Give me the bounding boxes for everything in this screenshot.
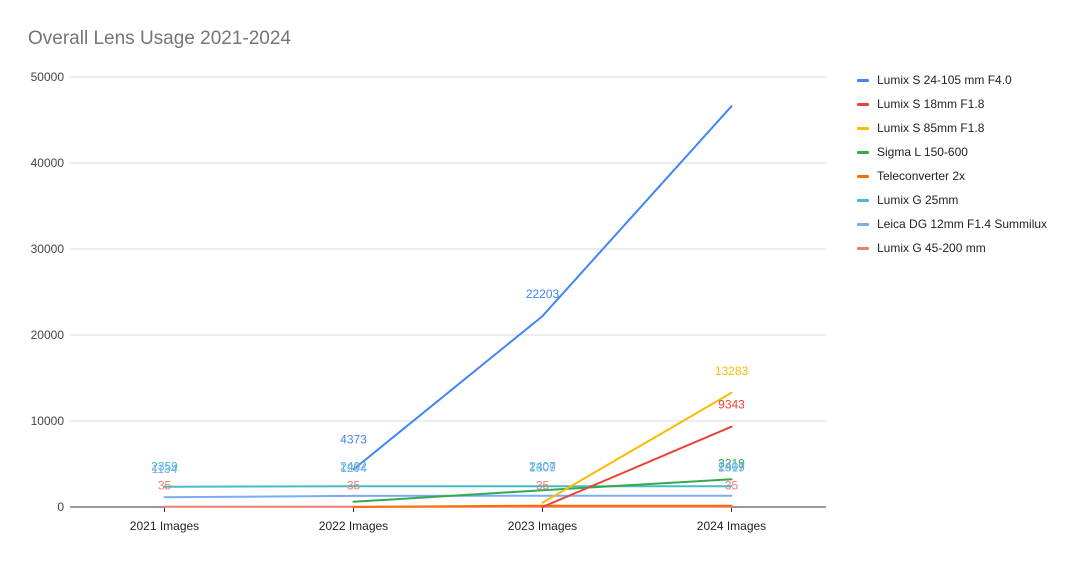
x-tick-label: 2023 Images [508,519,577,533]
data-label: 22203 [526,287,560,301]
legend-swatch [857,150,869,154]
data-label: 13283 [715,364,749,378]
y-tick-label: 0 [57,500,64,514]
legend-swatch [857,126,869,130]
data-label: 2407 [718,459,745,473]
legend-item: Sigma L 150-600 [857,140,1047,164]
legend-item: Leica DG 12mm F1.4 Summilux [857,212,1047,236]
legend-item: Teleconverter 2x [857,164,1047,188]
legend-swatch [857,78,869,82]
y-tick-label: 50000 [31,70,65,84]
data-label: 1294 [340,461,367,475]
series-line [541,425,733,508]
legend-item: Lumix G 25mm [857,188,1047,212]
x-tick-label: 2022 Images [319,519,388,533]
legend-swatch [857,198,869,202]
data-label: 35 [536,479,550,493]
legend: Lumix S 24-105 mm F4.0 Lumix S 18mm F1.8 L… [857,68,1047,260]
data-label: 1309 [529,461,556,475]
series-line [352,105,733,471]
data-label: 2402 [340,459,367,473]
legend-swatch [857,246,869,250]
legend-item: Lumix G 45-200 mm [857,236,1047,260]
chart-title: Overall Lens Usage 2021-2024 [28,28,292,49]
legend-label: Lumix G 25mm [877,193,959,207]
data-label: 4373 [340,432,367,446]
legend-label: Teleconverter 2x [877,169,966,183]
data-label: 2407 [529,459,556,473]
data-label: 35 [347,479,361,493]
data-label: 1319 [718,461,745,475]
legend-swatch [857,102,869,106]
series-line [352,504,733,508]
legend-label: Sigma L 150-600 [877,145,968,159]
x-tick-label: 2024 Images [697,519,766,533]
y-tick-label: 40000 [31,156,65,170]
data-label: 3219 [718,456,745,470]
data-label: 9343 [718,398,745,412]
legend-item: Lumix S 85mm F1.8 [857,116,1047,140]
legend-label: Lumix G 45-200 mm [877,241,986,255]
x-tick-label: 2021 Images [130,519,199,533]
legend-label: Lumix S 18mm F1.8 [877,97,985,111]
data-label: 1134 [152,462,178,476]
legend-item: Lumix S 24-105 mm F4.0 [857,68,1047,92]
legend-label: Lumix S 85mm F1.8 [877,121,985,135]
y-tick-label: 30000 [31,242,65,256]
data-label: 2359 [151,460,178,474]
legend-swatch [857,174,869,178]
legend-label: Lumix S 24-105 mm F4.0 [877,73,1012,87]
legend-swatch [857,222,869,226]
legend-item: Lumix S 18mm F1.8 [857,92,1047,116]
data-label: 35 [725,479,739,493]
data-label: 35 [158,479,172,493]
y-tick-label: 20000 [31,328,65,342]
legend-label: Leica DG 12mm F1.4 Summilux [877,217,1048,231]
series-line [352,478,733,503]
y-tick-label: 10000 [31,414,65,428]
series-line [541,391,733,504]
